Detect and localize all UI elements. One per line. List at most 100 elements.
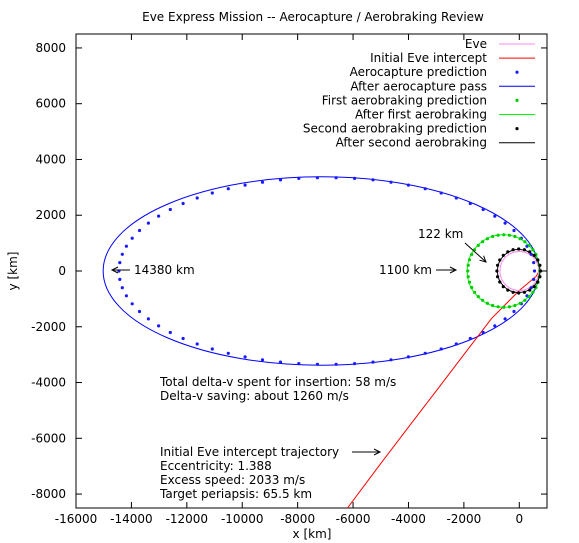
second-aerobraking-prediction-point [536,258,540,262]
aerocapture-prediction-point [120,252,124,256]
aerocapture-prediction-point [130,302,134,306]
annotation-text: Total delta-v spent for insertion: 58 m/… [159,375,396,389]
aerocapture-prediction-point [454,196,458,200]
initial-eve-intercept-series [347,270,540,508]
aerocapture-prediction-point [297,176,301,180]
legend-label: Eve [465,37,487,51]
aerocapture-prediction-point [503,221,507,225]
eve-line [499,250,540,292]
aerocapture-prediction-point [168,207,172,212]
first-aerobraking-prediction-point [527,243,531,247]
aerocapture-prediction-point [334,176,338,180]
aerocapture-prediction-point [210,347,214,351]
first-aerobraking-prediction-point [470,285,474,290]
first-aerobraking-prediction-point [518,301,522,305]
first-aerobraking-prediction-point [513,234,517,239]
first-aerobraking-prediction-point [496,233,500,237]
second-aerobraking-prediction-point [532,285,536,289]
aerocapture-prediction-point [120,286,124,290]
first-aerobraking-prediction-point [491,303,495,308]
second-aerobraking-prediction-point [495,269,499,273]
second-aerobraking-prediction-series [495,247,543,295]
first-aerobraking-prediction-point [502,233,506,237]
annotation-text: 1100 km [379,263,432,277]
aerocapture-prediction-point [243,183,247,187]
y-tick-label: -8000 [31,487,66,501]
second-aerobraking-prediction-point [501,285,505,289]
aerocapture-prediction-point [124,294,128,298]
aerocapture-prediction-point [181,201,185,206]
aerocapture-prediction-point [493,214,497,218]
first-aerobraking-prediction-point [513,303,517,308]
second-aerobraking-prediction-point [496,275,500,279]
second-aerobraking-prediction-point [517,247,521,251]
first-aerobraking-prediction-series [466,233,542,309]
y-tick-label: 4000 [35,152,66,166]
aerocapture-prediction-point [118,261,122,265]
aerocapture-prediction-point [118,277,122,281]
second-aerobraking-prediction-point [498,280,502,284]
second-aerobraking-prediction-point [528,250,532,254]
legend-label: Second aerobraking prediction [303,122,487,136]
aerocapture-prediction-point [439,347,443,351]
aerocapture-prediction-point [210,191,214,195]
aerocapture-prediction-point [130,236,134,240]
aerocapture-prediction-point [439,191,443,195]
aerocapture-prediction-point [406,355,410,359]
first-aerobraking-prediction-point [531,290,535,294]
y-tick-label: 0 [58,264,66,278]
second-aerobraking-prediction-point [496,263,500,267]
x-axis-label: x [km] [293,527,332,541]
second-aerobraking-prediction-point [501,253,505,257]
aerocapture-prediction-point [389,358,393,362]
first-aerobraking-prediction-point [485,237,489,241]
aerocapture-prediction-point [353,176,357,180]
aerocapture-prediction-point [243,355,247,359]
first-aerobraking-prediction-point [507,305,511,309]
first-aerobraking-prediction-point [467,258,472,262]
aerocapture-prediction-point [481,330,485,335]
aerocapture-prediction-point [315,362,319,366]
annotation-text: Target periapsis: 65.5 km [159,487,312,501]
legend-swatch [515,127,519,131]
second-aerobraking-prediction-point [506,250,510,254]
y-tick-label: 2000 [35,208,66,222]
y-tick-label: -4000 [31,376,66,390]
legend-swatch [515,70,519,74]
aerocapture-prediction-point [353,362,357,366]
annotation-text: Delta-v saving: about 1260 m/s [160,389,349,403]
aerocapture-prediction-point [226,187,230,191]
annotation-text: 122 km [418,227,463,241]
aerocapture-prediction-point [278,178,283,182]
first-aerobraking-prediction-point [473,290,477,294]
chart-title: Eve Express Mission -- Aerocapture / Aer… [142,10,484,24]
annotation-text: Eccentricity: 1.388 [160,459,272,473]
annotation-arrowhead [479,255,487,263]
first-aerobraking-prediction-point [481,240,485,244]
second-aerobraking-prediction-point [539,269,543,273]
y-tick-label: -6000 [31,431,66,445]
annotation-arrowhead [373,448,382,456]
aerocapture-prediction-point [512,228,516,233]
second-aerobraking-prediction-point [528,288,532,292]
second-aerobraking-prediction-point [538,275,542,279]
x-tick-label: 0 [515,512,523,526]
aerocapture-prediction-point [512,309,516,314]
aerocapture-prediction-point [146,221,150,225]
aerocapture-prediction-point [124,244,128,248]
aerocapture-prediction-point [493,324,497,328]
second-aerobraking-prediction-point [522,248,527,252]
legend-label: First aerobraking prediction [322,93,487,107]
x-tick-label: -14000 [110,512,153,526]
x-tick-label: -12000 [166,512,209,526]
legend-swatch [515,98,519,102]
second-aerobraking-prediction-point [506,288,510,292]
annotation-arrow [464,242,487,263]
aerocapture-prediction-point [532,277,536,281]
annotation-arrowhead [110,266,119,274]
second-aerobraking-prediction-point [511,248,515,252]
aerocapture-prediction-point [168,330,172,335]
aerocapture-prediction-point [423,187,427,191]
first-aerobraking-prediction-point [496,305,500,309]
